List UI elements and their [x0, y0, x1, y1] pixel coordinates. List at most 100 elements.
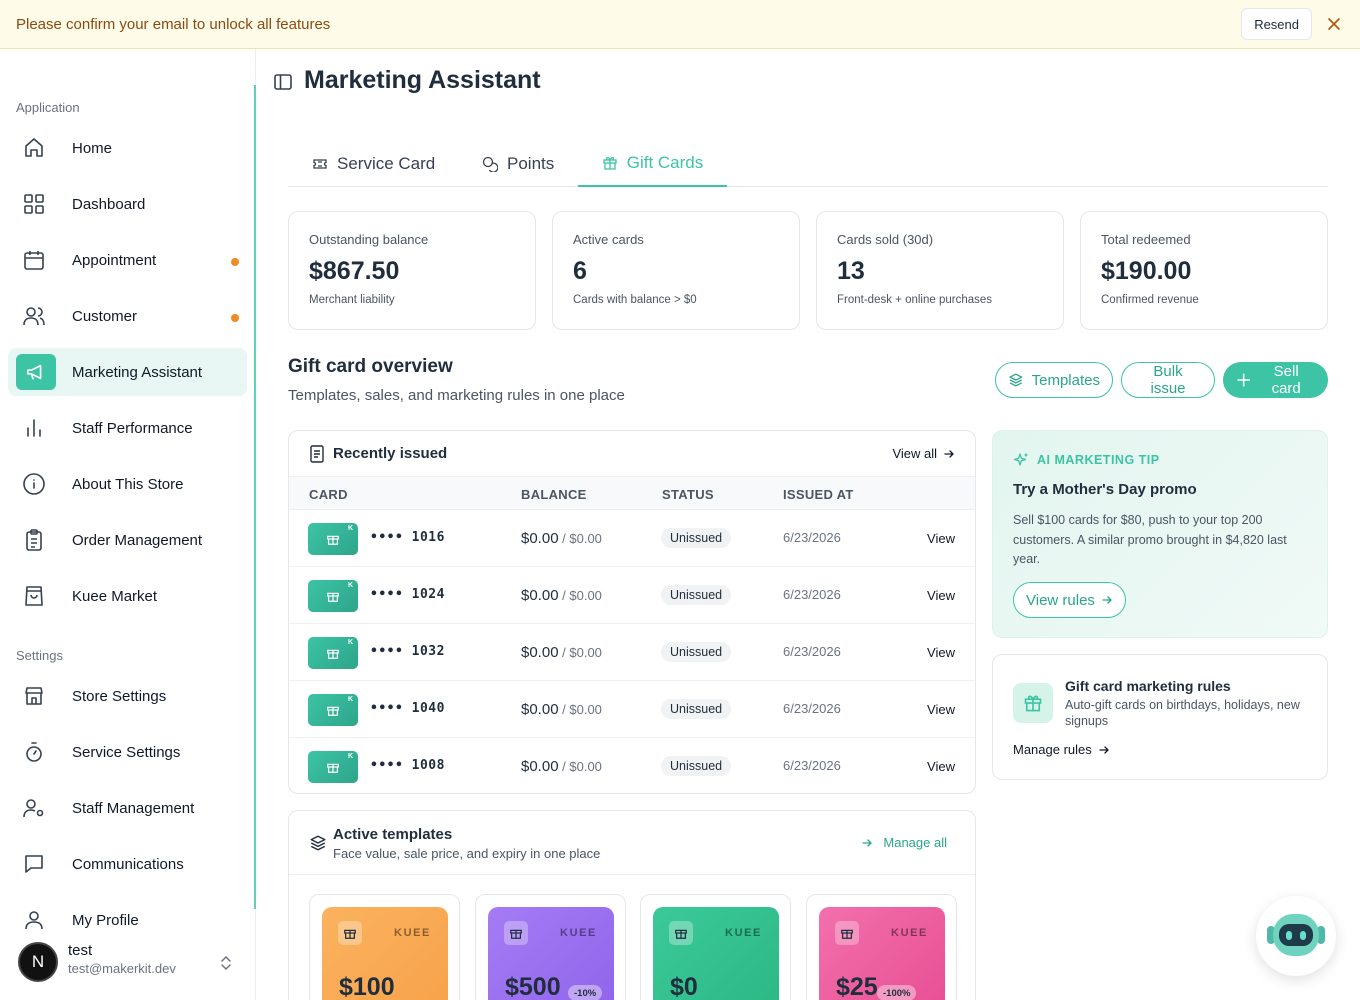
user-name: test	[68, 942, 93, 959]
templates-button[interactable]: Templates	[995, 362, 1113, 398]
stat-label: Cards sold (30d)	[837, 232, 934, 247]
view-all-link[interactable]: View all	[892, 446, 955, 461]
sidebar-item-staff-performance[interactable]: Staff Performance	[8, 404, 247, 452]
clipboard-icon	[22, 528, 46, 552]
assistant-bot-button[interactable]	[1256, 896, 1336, 976]
sidebar-item-label: Marketing Assistant	[72, 363, 203, 381]
status-badge: Unissued	[661, 699, 732, 719]
balance: $0.00 / $0.00	[521, 758, 602, 775]
ticket-icon	[313, 159, 327, 169]
sidebar-item-communications[interactable]: Communications	[8, 840, 247, 888]
receipt-icon	[309, 445, 325, 463]
sidebar-item-customer[interactable]: Customer	[8, 292, 247, 340]
balance: $0.00 / $0.00	[521, 644, 602, 661]
view-button[interactable]: View	[927, 588, 955, 603]
arrow-right-icon	[862, 838, 873, 847]
sidebar-item-dashboard[interactable]: Dashboard	[8, 180, 247, 228]
sidebar-item-my-profile[interactable]: My Profile	[8, 896, 247, 944]
gift-card-thumbnail: K	[308, 580, 358, 612]
template-tile[interactable]: KUEE $0	[640, 894, 791, 1000]
rules-title: Gift card marketing rules	[1065, 678, 1231, 694]
users-icon	[22, 304, 46, 328]
card-number: •••• 1016	[370, 530, 445, 545]
page-title: Marketing Assistant	[304, 66, 541, 94]
sidebar-item-label: Order Management	[72, 531, 203, 549]
email-confirm-banner: Please confirm your email to unlock all …	[0, 0, 1360, 49]
section-label-settings: Settings	[16, 648, 63, 663]
table-row[interactable]: K •••• 1024 $0.00 / $0.00 Unissued 6/23/…	[289, 567, 975, 624]
stat-label: Outstanding balance	[309, 232, 429, 247]
main-content: Marketing Assistant Service Card Points …	[257, 49, 1360, 1000]
view-button[interactable]: View	[927, 702, 955, 717]
sidebar-item-home[interactable]: Home	[8, 124, 247, 172]
stat-sub: Front-desk + online purchases	[837, 294, 993, 306]
stat-card-active-cards: Active cards 6 Cards with balance > $0	[552, 211, 800, 330]
status-badge: Unissued	[661, 756, 732, 776]
manage-rules-label: Manage rules	[1013, 742, 1092, 757]
sidebar-item-kuee-market[interactable]: Kuee Market	[8, 572, 247, 620]
gift-icon	[835, 921, 859, 945]
tip-eyebrow-label: AI MARKETING TIP	[1037, 453, 1160, 467]
sidebar-item-order-management[interactable]: Order Management	[8, 516, 247, 564]
sidebar-item-appointment[interactable]: Appointment	[8, 236, 247, 284]
recently-issued-card: Recently issued View all CARD BALANCE ST…	[288, 430, 976, 794]
tab-service-card[interactable]: Service Card	[312, 141, 435, 187]
user-cog-icon	[22, 796, 46, 820]
discount-badge: -10%	[568, 985, 603, 1000]
sidebar-item-staff-management[interactable]: Staff Management	[8, 784, 247, 832]
sidebar-item-label: Store Settings	[72, 687, 167, 705]
avatar: N	[18, 942, 58, 982]
status-badge: Unissued	[661, 528, 732, 548]
column-header-card: CARD	[309, 487, 348, 502]
view-button[interactable]: View	[927, 645, 955, 660]
sidebar-item-label: Appointment	[72, 251, 157, 269]
template-tile[interactable]: KUEE $100	[309, 894, 460, 1000]
card-brand-mark: K	[347, 753, 353, 760]
shopping-bag-icon	[22, 584, 46, 608]
stat-sub: Confirmed revenue	[1101, 294, 1199, 306]
view-rules-button[interactable]: View rules	[1013, 582, 1126, 618]
sidebar-toggle-icon[interactable]	[273, 72, 293, 92]
grid-icon	[22, 192, 46, 216]
notification-dot	[231, 314, 239, 322]
tip-body: Sell $100 cards for $80, push to your to…	[1013, 513, 1287, 566]
manage-all-link[interactable]: Manage all	[861, 835, 947, 850]
table-row[interactable]: K •••• 1032 $0.00 / $0.00 Unissued 6/23/…	[289, 624, 975, 681]
template-card-face: KUEE $500 -10%	[488, 907, 614, 1000]
view-button[interactable]: View	[927, 531, 955, 546]
manage-rules-link[interactable]: Manage rules	[1013, 742, 1110, 757]
template-tile[interactable]: KUEE $25 -100%	[806, 894, 957, 1000]
sidebar-item-store-settings[interactable]: Store Settings	[8, 672, 247, 720]
gift-card-thumbnail: K	[308, 523, 358, 555]
sell-card-button[interactable]: Sell card	[1223, 362, 1328, 398]
tab-points[interactable]: Points	[482, 141, 554, 187]
table-row[interactable]: K •••• 1040 $0.00 / $0.00 Unissued 6/23/…	[289, 681, 975, 738]
chevron-up-down-icon[interactable]	[218, 954, 234, 972]
discount-badge: -100%	[877, 985, 917, 1000]
bulk-issue-button[interactable]: Bulk issue	[1121, 362, 1215, 398]
sidebar-item-marketing-assistant[interactable]: Marketing Assistant	[8, 348, 247, 396]
sidebar-item-label: Staff Performance	[72, 419, 193, 437]
sidebar: Application Home Dashboard Appointment C…	[0, 49, 256, 1000]
template-brand: KUEE	[560, 927, 597, 939]
resend-button[interactable]: Resend	[1241, 8, 1312, 40]
stat-label: Total redeemed	[1101, 232, 1191, 247]
close-icon[interactable]	[1324, 14, 1344, 34]
manage-all-label: Manage all	[883, 835, 947, 850]
home-icon	[22, 136, 46, 160]
table-row[interactable]: K •••• 1016 $0.00 / $0.00 Unissued 6/23/…	[289, 510, 975, 567]
template-tile[interactable]: KUEE $500 -10%	[475, 894, 626, 1000]
active-templates-card: Active templates Face value, sale price,…	[288, 810, 976, 1000]
layers-icon	[1009, 373, 1023, 387]
sidebar-scrollbar[interactable]	[254, 85, 256, 909]
user-menu[interactable]: N test test@makerkit.dev	[18, 942, 238, 986]
view-button[interactable]: View	[927, 759, 955, 774]
table-row[interactable]: K •••• 1008 $0.00 / $0.00 Unissued 6/23/…	[289, 738, 975, 793]
info-icon	[22, 472, 46, 496]
tab-gift-cards[interactable]: Gift Cards	[578, 141, 727, 187]
robot-icon	[1267, 914, 1325, 956]
sidebar-item-service-settings[interactable]: Service Settings	[8, 728, 247, 776]
template-card-face: KUEE $25 -100%	[819, 907, 945, 1000]
sidebar-item-about-this-store[interactable]: About This Store	[8, 460, 247, 508]
template-card-face: KUEE $100	[322, 907, 448, 1000]
